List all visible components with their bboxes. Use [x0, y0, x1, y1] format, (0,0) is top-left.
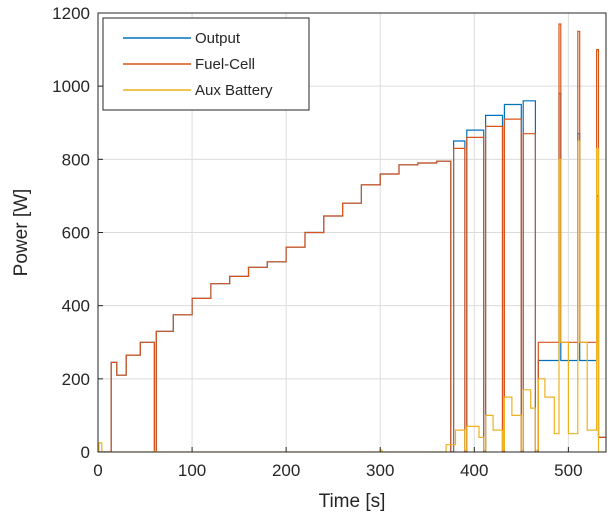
- x-tick-label: 300: [366, 461, 394, 480]
- series-layer: [98, 23, 606, 452]
- series-line-output: [98, 92, 606, 452]
- y-axis-ticks: 0 200 400 600 800 1000 1200: [52, 4, 103, 462]
- x-tick-label: 500: [554, 461, 582, 480]
- x-tick-label: 200: [272, 461, 300, 480]
- legend-label: Aux Battery: [195, 82, 273, 99]
- y-tick-label: 400: [62, 297, 90, 316]
- y-tick-label: 600: [62, 224, 90, 243]
- legend: Output Fuel-Cell Aux Battery: [102, 17, 310, 111]
- y-tick-label: 1000: [52, 77, 90, 96]
- x-axis-label: Time [s]: [319, 491, 386, 512]
- x-tick-label: 0: [93, 461, 102, 480]
- series-line-aux-battery: [98, 140, 606, 452]
- legend-label: Output: [195, 30, 241, 47]
- x-tick-label: 100: [178, 461, 206, 480]
- y-tick-label: 800: [62, 150, 90, 169]
- y-tick-label: 0: [81, 443, 90, 462]
- legend-label: Fuel-Cell: [195, 56, 255, 73]
- x-axis-ticks: 0 100 200 300 400 500: [93, 447, 583, 480]
- y-tick-label: 1200: [52, 4, 90, 23]
- y-axis-label: Power [W]: [11, 189, 32, 277]
- series-line-fuel-cell: [98, 23, 606, 452]
- x-tick-label: 400: [460, 461, 488, 480]
- y-tick-label: 200: [62, 370, 90, 389]
